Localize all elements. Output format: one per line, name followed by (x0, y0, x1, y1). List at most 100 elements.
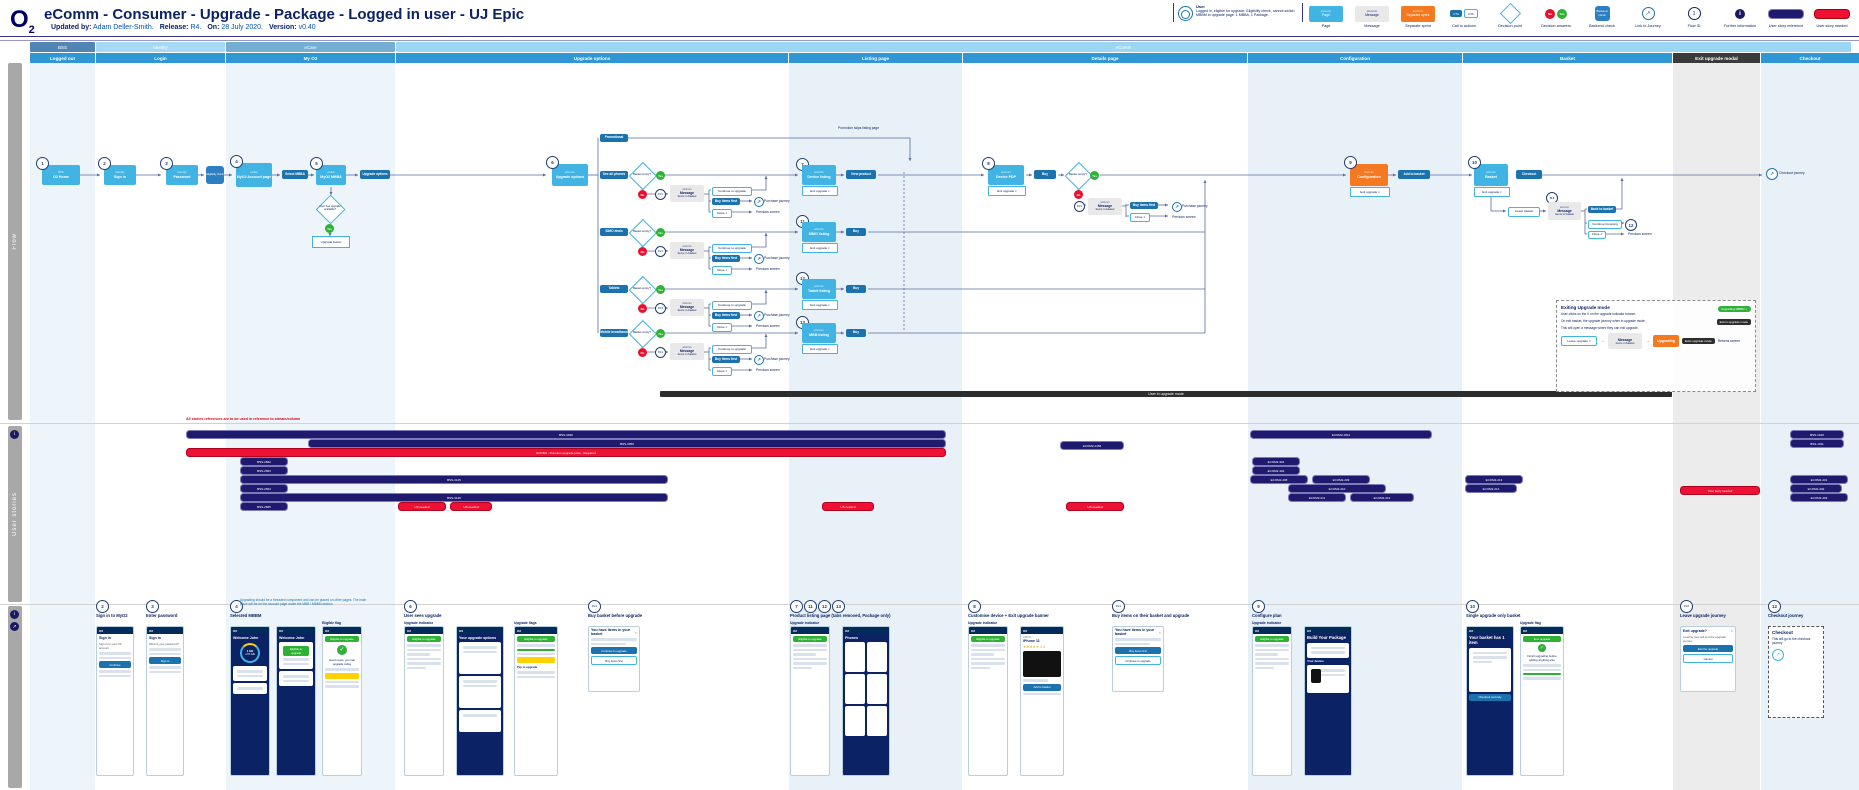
user-story-reference-pill[interactable]: ECOM2-301 (1252, 457, 1300, 466)
user-story-reference-pill[interactable]: BSS-3056 (308, 439, 946, 448)
wf-phone-signin[interactable]: O2 Sign in What is your password? Sign in (146, 626, 184, 776)
exit-upgrade-tag[interactable]: Exit upgrade × (802, 344, 838, 354)
flow-cta-leave-basket[interactable]: Leave basket (1508, 207, 1540, 217)
flow-cta-buy[interactable]: Buy (846, 228, 866, 236)
user-story-needed-pill[interactable]: US needed (398, 502, 446, 511)
flow-cta-continue-browsing[interactable]: Continue browsing (1588, 220, 1622, 229)
user-story-reference-pill[interactable]: ECOM2-1456 (1060, 441, 1124, 450)
exit-upgrade-tag[interactable]: Exit upgrade × (802, 300, 838, 310)
user-story-needed-pill[interactable]: US needed (450, 502, 492, 511)
exit-upgrade-tag[interactable]: Exit upgrade × (988, 186, 1026, 196)
user-story-reference-pill[interactable]: BSS-2665 (240, 502, 288, 511)
tier2-listing-page[interactable]: Listing page (789, 53, 962, 63)
user-story-reference-pill[interactable]: ECOM2-403 (1790, 493, 1848, 502)
promotional-tag[interactable]: Promotional (600, 134, 628, 142)
user-story-reference-pill[interactable]: BSS-3049 (186, 430, 946, 439)
user-story-reference-pill[interactable]: ECOM2-208 (1250, 475, 1308, 484)
flow-page-mbb-listing[interactable]: eComm MBB listing (802, 323, 836, 343)
tier2-upgrade-options[interactable]: Upgrade options (396, 53, 788, 63)
wf-phone-basket[interactable]: O2 Your basket has 1 item Checkout securel… (1466, 626, 1514, 776)
branch-tag-mobile-broadband[interactable]: Mobile broadband (600, 329, 628, 337)
tier2-exit-upgrade-modal[interactable]: Exit upgrade modal (1673, 53, 1760, 63)
user-story-reference-pill[interactable]: ECOM2-402 (1790, 484, 1842, 493)
exit-upgrade-tag[interactable]: Exit upgrade × (1350, 187, 1390, 197)
flow-page-tablet-listing[interactable]: eComm Tablet listing (802, 279, 836, 299)
flow-page-password[interactable]: Identity Password (166, 165, 198, 185)
user-story-reference-pill[interactable]: BSS-1910 (1790, 430, 1844, 439)
flow-cta-continue-to-upgrade[interactable]: Continue to upgrade (712, 301, 752, 310)
wf-modal-items-in-basket[interactable]: You have items in your basket × Buy items … (1112, 626, 1164, 692)
tier2-configuration[interactable]: Configuration (1248, 53, 1462, 63)
flow-cta-close-×[interactable]: Close × (712, 209, 732, 218)
branch-tag-tablets[interactable]: Tablets (600, 285, 628, 293)
tier2-login[interactable]: Login (96, 53, 225, 63)
user-story-needed-pill[interactable]: ECOM2 - Premium upgrade price - Required (186, 448, 946, 457)
flow-page-simo-listing[interactable]: eComm SIMO listing (802, 222, 836, 242)
flow-cta-buy-items-first[interactable]: Buy items first (712, 255, 740, 262)
user-story-reference-pill[interactable]: ECOM2-213 (1465, 475, 1523, 484)
flow-page-sign-in[interactable]: Identity Sign in (104, 165, 136, 185)
flow-cta-buy-items-first[interactable]: Buy items first (712, 312, 740, 319)
upgrade-button-box[interactable]: Upgrade button (312, 236, 350, 248)
wf-phone-build-package[interactable]: O2 Build Your Package Your device (1304, 626, 1352, 776)
link-to-journey-icon[interactable]: ↗ (754, 355, 764, 365)
exit-upgrade-tag[interactable]: Exit upgrade × (1474, 187, 1510, 197)
wf-phone-upgrade-indicator[interactable]: O2 Eligible to upgrade (1252, 626, 1292, 776)
exit-upgrade-tag[interactable]: Exit upgrade × (802, 186, 838, 196)
user-story-needed-pill[interactable]: US needed (1066, 502, 1124, 511)
user-story-reference-pill[interactable]: ECOM2-1812 (1250, 430, 1432, 439)
user-story-reference-pill[interactable]: ECOM2-401 (1790, 475, 1848, 484)
user-story-needed-pill[interactable]: US needed (822, 502, 874, 511)
flow-cta-close-×[interactable]: Close × (712, 266, 732, 275)
wf-phone-dashboard-flag[interactable]: O2 Welcome John Eligible to upgrade (276, 626, 316, 776)
tier2-my-o2[interactable]: My O2 (226, 53, 395, 63)
flow-cta-continue-to-upgrade[interactable]: Continue to upgrade (712, 345, 752, 354)
wf-phone-upgrade-indicator[interactable]: O2 Eligible to upgrade (968, 626, 1008, 776)
wf-phone-signin[interactable]: O2 Sign in Sign in to your O2 account Conti… (96, 626, 134, 776)
user-story-reference-pill[interactable]: BSS-2664 (240, 484, 288, 493)
leave-upgrade-cta[interactable]: Leave upgrade × (1561, 336, 1597, 347)
user-story-reference-pill[interactable]: BSS-3146 (240, 493, 668, 502)
user-story-reference-pill[interactable]: ECOM2-212 (1350, 493, 1414, 502)
branch-tag-see-all-phones[interactable]: See all phones (600, 171, 628, 179)
wf-phone-upgrade-flags[interactable]: O2 Eligible to upgrade Pay to upgrade (514, 626, 558, 776)
link-to-journey-icon[interactable]: ↗ (1172, 202, 1182, 212)
wf-phone-pdp[interactable]: O2 APPLE iPhone 11 ★★★★★ 4.5 Add to basket (1020, 626, 1064, 776)
user-story-reference-pill[interactable]: BSS-3145 (240, 475, 668, 484)
wf-phone-dashboard[interactable]: O2 Welcome John 4 GB of 8 GB (230, 626, 270, 776)
wf-phone-upgrade-indicator[interactable]: O2 Eligible to upgrade (790, 626, 830, 776)
flow-cta-close-×[interactable]: Close × (1588, 231, 1606, 239)
flow-cta-buy-items-first[interactable]: Buy items first (712, 198, 740, 205)
user-story-reference-pill[interactable]: BSS-2663 (240, 466, 288, 475)
user-story-reference-pill[interactable]: BSS-1911 (1790, 439, 1844, 448)
checkout-journey-icon[interactable]: ↗ (1766, 168, 1778, 180)
message-items-in-basket[interactable]: eComm Message Items in basket (670, 242, 704, 259)
flow-page-device-listing[interactable]: eComm Device listing (802, 165, 836, 185)
user-story-reference-pill[interactable]: ECOM2-209 (1312, 475, 1370, 484)
message-items-in-basket[interactable]: eComm Message Items in basket (670, 299, 704, 316)
flow-cta-back-to-basket[interactable]: Back to basket (1588, 206, 1616, 213)
flow-page-configuration[interactable]: eComm Configuration (1350, 164, 1388, 186)
wf-phone-upgrade-indicator[interactable]: O2 Eligible to upgrade (404, 626, 444, 776)
message-items-in-basket[interactable]: eComm Message Items in basket (670, 343, 704, 360)
flow-cta-close-×[interactable]: Close × (1130, 213, 1150, 222)
user-story-reference-pill[interactable]: BSS-2662 (240, 457, 288, 466)
flow-page-device-pdp[interactable]: eComm Device PDP (988, 165, 1024, 185)
wf-phone-eligible[interactable]: O2 Eligible to upgrade ✓ Good news, you can… (322, 626, 362, 776)
flow-cta-buy[interactable]: Buy (846, 329, 866, 337)
branch-tag-simo-deals[interactable]: SIMO deals (600, 228, 628, 236)
flow-cta-continue-to-upgrade[interactable]: Continue to upgrade (712, 244, 752, 253)
user-story-reference-pill[interactable]: ECOM2-302 (1252, 466, 1300, 475)
user-story-reference-pill[interactable]: ECOM2-214 (1465, 484, 1517, 493)
flow-cta-buy[interactable]: Buy (1034, 170, 1056, 179)
flow-cta-view-product[interactable]: View product (846, 170, 876, 179)
tier2-logged-out[interactable]: Logged out (30, 53, 95, 63)
flow-page-myo2-account-page[interactable]: eCare MyO2 Account page (236, 163, 272, 187)
flow-cta-buy-items-first[interactable]: Buy items first (1130, 202, 1158, 209)
wf-modal-exit-upgrade[interactable]: Exit upgrade? × Leaving now will end the u… (1680, 626, 1736, 692)
wf-phone-upgrade-options[interactable]: O2 Your upgrade options (456, 626, 504, 776)
message-items-in-basket[interactable]: eComm Message Items in basket (1548, 202, 1581, 220)
flow-cta-select-mbba[interactable]: Select MBBA (282, 170, 308, 179)
message-items-in-basket[interactable]: eComm Message Items in basket (670, 185, 704, 202)
user-story-reference-pill[interactable]: ECOM2-210 (1288, 484, 1386, 493)
